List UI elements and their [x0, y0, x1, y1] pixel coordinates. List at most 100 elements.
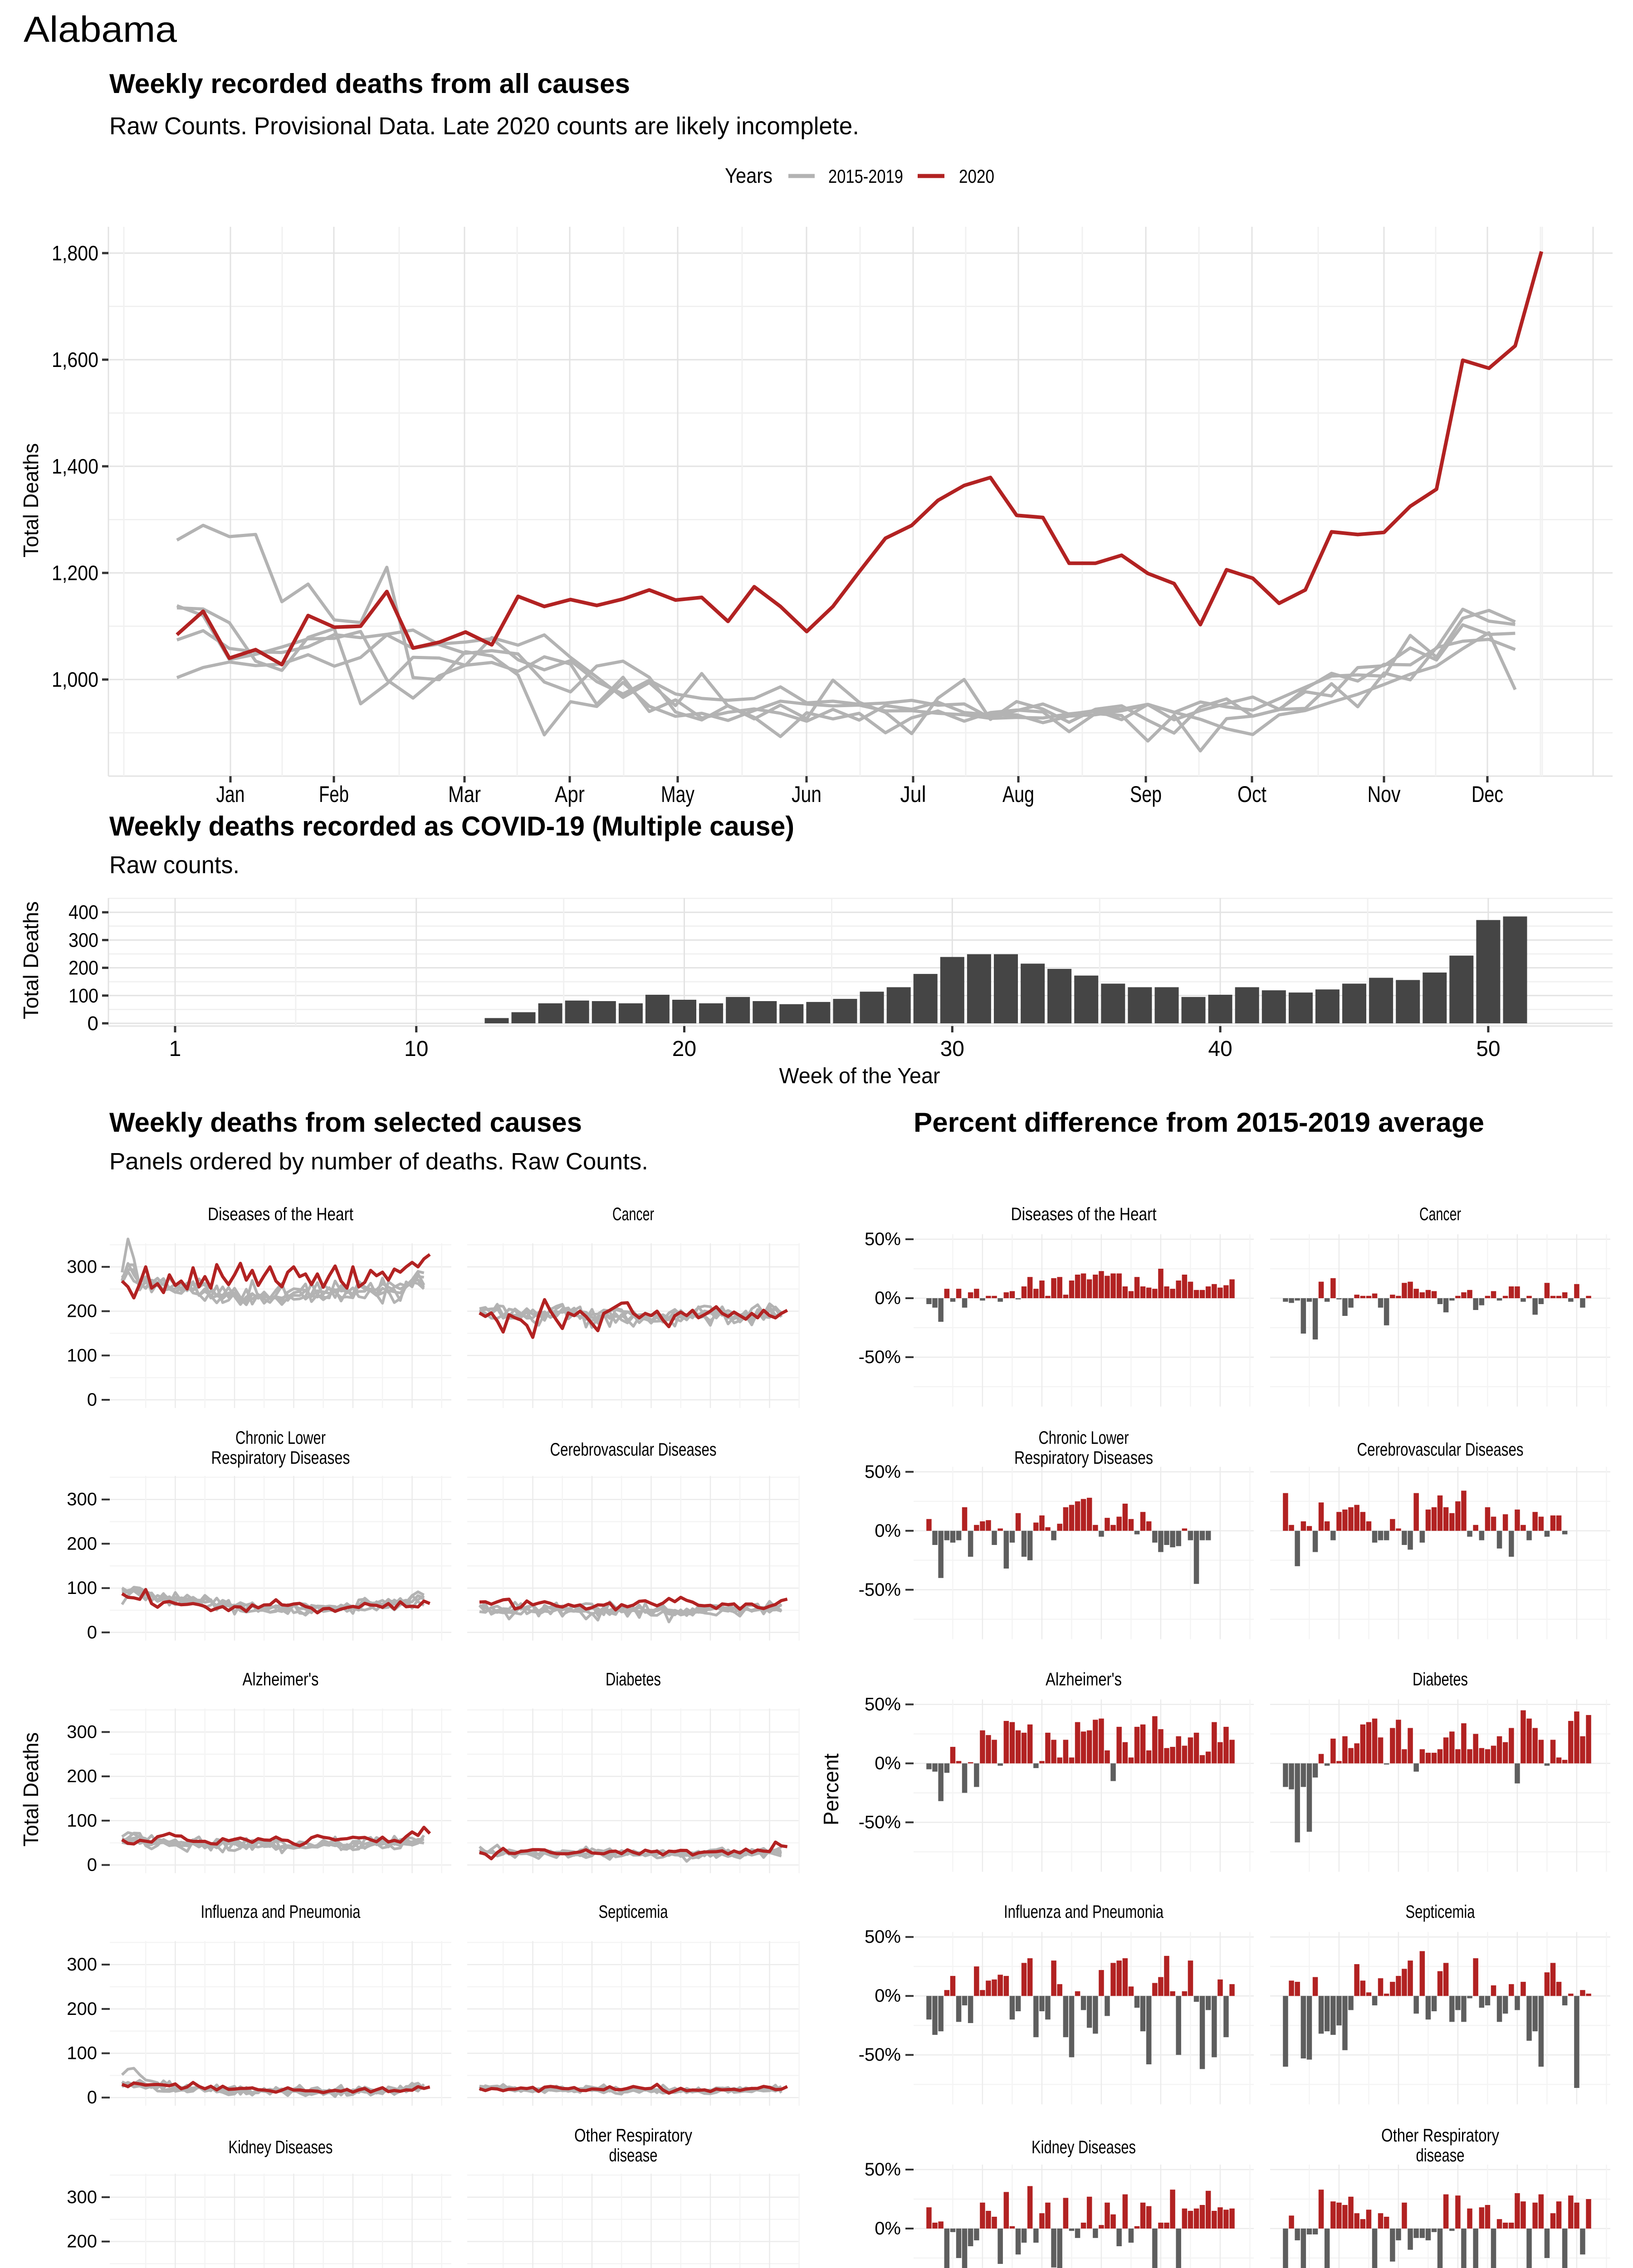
svg-text:May: May — [661, 782, 694, 807]
svg-text:Other Respiratory: Other Respiratory — [574, 2126, 692, 2146]
svg-text:Alzheimer's: Alzheimer's — [1046, 1670, 1122, 1690]
svg-text:Diabetes: Diabetes — [606, 1670, 661, 1690]
svg-text:Oct: Oct — [1237, 782, 1266, 807]
svg-text:Weekly deaths recorded as COVI: Weekly deaths recorded as COVID-19 (Mult… — [109, 811, 794, 841]
svg-text:Diabetes: Diabetes — [1413, 1670, 1468, 1690]
svg-text:Raw Counts. Provisional Data.: Raw Counts. Provisional Data. Late 2020 … — [109, 112, 859, 140]
svg-text:400: 400 — [68, 901, 98, 924]
svg-text:0%: 0% — [875, 1986, 901, 2006]
svg-text:100: 100 — [68, 985, 98, 1007]
svg-text:300: 300 — [67, 2187, 97, 2207]
svg-text:0: 0 — [87, 1623, 97, 1642]
svg-text:50%: 50% — [865, 1695, 901, 1715]
svg-text:Influenza and Pneumonia: Influenza and Pneumonia — [201, 1902, 361, 1922]
svg-text:0: 0 — [88, 1012, 98, 1035]
svg-text:-50%: -50% — [859, 1580, 901, 1600]
svg-text:50%: 50% — [865, 1229, 901, 1249]
svg-text:Chronic Lower: Chronic Lower — [1039, 1428, 1129, 1448]
svg-text:20: 20 — [672, 1037, 696, 1061]
svg-text:Weekly recorded deaths from al: Weekly recorded deaths from all causes — [109, 68, 630, 99]
svg-text:2015-2019: 2015-2019 — [828, 166, 903, 187]
svg-text:Alzheimer's: Alzheimer's — [243, 1670, 319, 1690]
svg-text:Diseases of the Heart: Diseases of the Heart — [1011, 1204, 1157, 1224]
svg-text:Weekly deaths from selected ca: Weekly deaths from selected causes — [109, 1107, 582, 1138]
svg-text:1,600: 1,600 — [52, 348, 98, 371]
svg-text:50%: 50% — [865, 1927, 901, 1947]
svg-text:Other Respiratory: Other Respiratory — [1381, 2126, 1499, 2146]
svg-text:Dec: Dec — [1472, 782, 1503, 807]
svg-text:0: 0 — [87, 2087, 97, 2107]
svg-text:Raw counts.: Raw counts. — [109, 851, 240, 879]
svg-text:0%: 0% — [875, 2219, 901, 2239]
svg-text:200: 200 — [68, 957, 98, 979]
svg-text:0: 0 — [87, 1855, 97, 1875]
svg-text:40: 40 — [1208, 1037, 1232, 1061]
svg-text:Cerebrovascular Diseases: Cerebrovascular Diseases — [550, 1440, 717, 1460]
svg-text:200: 200 — [67, 1301, 97, 1321]
svg-text:10: 10 — [404, 1037, 428, 1061]
svg-text:Week of the Year: Week of the Year — [779, 1064, 940, 1088]
svg-text:0%: 0% — [875, 1521, 901, 1541]
svg-text:200: 200 — [67, 1534, 97, 1554]
svg-text:300: 300 — [67, 1490, 97, 1510]
svg-text:Years: Years — [725, 164, 772, 187]
svg-text:Cancer: Cancer — [612, 1204, 654, 1224]
svg-text:Mar: Mar — [448, 782, 481, 807]
svg-text:disease: disease — [609, 2146, 658, 2165]
svg-text:1,000: 1,000 — [52, 668, 98, 691]
svg-text:200: 200 — [67, 1766, 97, 1786]
svg-text:Septicemia: Septicemia — [599, 1902, 669, 1922]
svg-text:Chronic Lower: Chronic Lower — [235, 1428, 326, 1448]
svg-text:Influenza and Pneumonia: Influenza and Pneumonia — [1004, 1902, 1164, 1922]
svg-text:Kidney Diseases: Kidney Diseases — [229, 2137, 333, 2157]
svg-text:300: 300 — [67, 1722, 97, 1742]
svg-text:300: 300 — [68, 929, 98, 951]
svg-text:Total Deaths: Total Deaths — [19, 1732, 43, 1847]
svg-text:Septicemia: Septicemia — [1406, 1902, 1476, 1922]
svg-text:Apr: Apr — [555, 782, 585, 807]
svg-text:Diseases of the Heart: Diseases of the Heart — [208, 1204, 353, 1224]
svg-text:1,400: 1,400 — [52, 455, 98, 478]
svg-text:50: 50 — [1476, 1037, 1500, 1061]
svg-text:Sep: Sep — [1130, 782, 1162, 807]
svg-text:Jan: Jan — [216, 782, 245, 807]
svg-text:50%: 50% — [865, 2160, 901, 2180]
svg-text:Percent difference from 2015-2: Percent difference from 2015-2019 averag… — [914, 1107, 1484, 1138]
svg-text:Respiratory Diseases: Respiratory Diseases — [211, 1448, 350, 1468]
svg-text:200: 200 — [67, 1999, 97, 2019]
svg-text:Alabama: Alabama — [24, 9, 177, 49]
svg-text:30: 30 — [940, 1037, 964, 1061]
svg-text:Respiratory Diseases: Respiratory Diseases — [1014, 1448, 1153, 1468]
svg-text:100: 100 — [67, 1811, 97, 1831]
svg-text:Cancer: Cancer — [1419, 1204, 1461, 1224]
svg-text:1,800: 1,800 — [52, 241, 98, 265]
svg-text:50%: 50% — [865, 1462, 901, 1482]
svg-text:Panels ordered by number of de: Panels ordered by number of deaths. Raw … — [109, 1149, 648, 1175]
svg-text:-50%: -50% — [859, 1347, 901, 1367]
svg-text:300: 300 — [67, 1955, 97, 1975]
svg-text:0%: 0% — [875, 1754, 901, 1774]
svg-text:100: 100 — [67, 1345, 97, 1365]
svg-text:-50%: -50% — [859, 1813, 901, 1833]
svg-text:100: 100 — [67, 1578, 97, 1598]
svg-text:Feb: Feb — [319, 782, 349, 807]
svg-text:1,200: 1,200 — [52, 561, 98, 585]
svg-text:0%: 0% — [875, 1288, 901, 1308]
svg-text:300: 300 — [67, 1257, 97, 1277]
svg-text:disease: disease — [1416, 2146, 1465, 2165]
svg-text:2020: 2020 — [959, 166, 994, 187]
svg-text:0: 0 — [87, 1390, 97, 1410]
svg-text:Jun: Jun — [792, 782, 821, 807]
svg-text:200: 200 — [67, 2232, 97, 2252]
svg-text:100: 100 — [67, 2043, 97, 2063]
svg-text:Total Deaths: Total Deaths — [19, 901, 43, 1019]
svg-text:1: 1 — [169, 1037, 181, 1061]
svg-text:Kidney Diseases: Kidney Diseases — [1032, 2137, 1136, 2157]
svg-text:Jul: Jul — [900, 782, 926, 807]
svg-text:Total Deaths: Total Deaths — [19, 443, 43, 557]
svg-text:Nov: Nov — [1368, 782, 1401, 807]
svg-text:-50%: -50% — [859, 2045, 901, 2065]
svg-text:Aug: Aug — [1002, 782, 1034, 807]
svg-text:Percent: Percent — [819, 1754, 843, 1826]
svg-text:Cerebrovascular Diseases: Cerebrovascular Diseases — [1357, 1440, 1524, 1460]
